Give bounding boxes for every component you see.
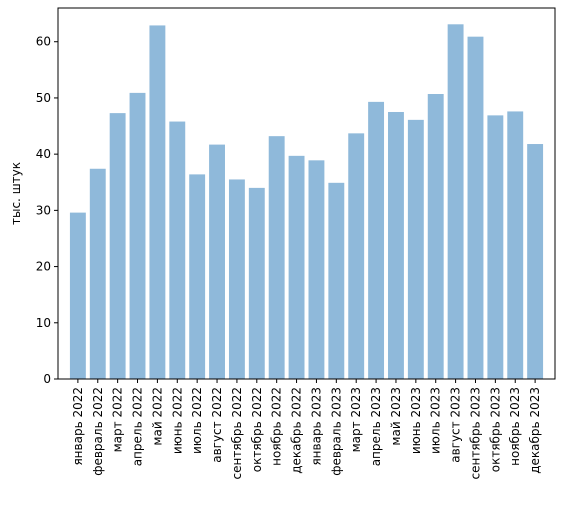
x-tick-label: октябрь 2022 bbox=[250, 387, 264, 472]
bar bbox=[447, 24, 464, 380]
x-tick-label: сентябрь 2022 bbox=[230, 387, 244, 479]
x-tick-label: август 2023 bbox=[449, 387, 463, 463]
x-tick-label: август 2022 bbox=[210, 387, 224, 463]
y-tick-label: 10 bbox=[36, 316, 51, 330]
x-tick-label: ноябрь 2023 bbox=[508, 387, 522, 466]
x-tick-label: апрель 2023 bbox=[369, 387, 383, 466]
x-tick-label: январь 2023 bbox=[309, 387, 323, 466]
x-tick-label: май 2022 bbox=[150, 387, 164, 446]
bar bbox=[288, 155, 305, 379]
bar bbox=[69, 212, 86, 379]
bar bbox=[228, 179, 245, 379]
y-axis: 0 10 20 30 40 50 60 bbox=[36, 35, 58, 386]
bar bbox=[427, 94, 444, 379]
x-tick-label: июнь 2022 bbox=[170, 387, 184, 454]
y-tick-label: 0 bbox=[43, 372, 51, 386]
x-tick-label: май 2023 bbox=[389, 387, 403, 446]
x-tick-label: декабрь 2023 bbox=[528, 387, 542, 474]
y-tick-label: 40 bbox=[36, 147, 51, 161]
y-tick-label: 30 bbox=[36, 203, 51, 217]
x-tick-label: июль 2022 bbox=[190, 387, 204, 454]
x-tick-label: март 2023 bbox=[349, 387, 363, 452]
x-tick-label: декабрь 2022 bbox=[290, 387, 304, 474]
bar bbox=[527, 144, 544, 379]
bar bbox=[407, 119, 424, 380]
bar bbox=[467, 36, 484, 380]
bar bbox=[109, 113, 126, 380]
y-tick-label: 20 bbox=[36, 260, 51, 274]
bar bbox=[368, 101, 385, 380]
x-tick-label: февраль 2023 bbox=[329, 387, 343, 476]
x-axis: январь 2022 февраль 2022 март 2022 апрель 2… bbox=[71, 379, 542, 479]
y-tick-label: 60 bbox=[36, 35, 51, 49]
x-tick-label: ноябрь 2022 bbox=[270, 387, 284, 466]
bar bbox=[308, 160, 325, 379]
x-tick-label: март 2022 bbox=[111, 387, 125, 452]
x-tick-label: сентябрь 2023 bbox=[468, 387, 482, 479]
x-tick-label: апрель 2022 bbox=[131, 387, 145, 466]
bar bbox=[348, 133, 365, 379]
y-tick-label: 50 bbox=[36, 91, 51, 105]
bars-group bbox=[69, 24, 544, 380]
bar bbox=[388, 111, 404, 380]
y-axis-label: тыс. штук bbox=[9, 162, 23, 225]
bar bbox=[507, 111, 524, 380]
bar bbox=[149, 25, 166, 380]
bar bbox=[129, 92, 146, 379]
bar bbox=[487, 115, 504, 380]
x-tick-label: январь 2022 bbox=[71, 387, 85, 466]
x-tick-label: июль 2023 bbox=[429, 387, 443, 454]
bar bbox=[189, 174, 206, 379]
x-tick-label: октябрь 2023 bbox=[488, 387, 502, 472]
bar bbox=[268, 136, 285, 379]
bar bbox=[169, 121, 186, 380]
bar bbox=[328, 182, 345, 379]
x-tick-label: июнь 2023 bbox=[409, 387, 423, 454]
bar bbox=[89, 168, 106, 379]
x-tick-label: февраль 2022 bbox=[91, 387, 105, 476]
plot-frame bbox=[57, 7, 556, 380]
bar bbox=[248, 187, 265, 379]
bar bbox=[209, 144, 225, 379]
